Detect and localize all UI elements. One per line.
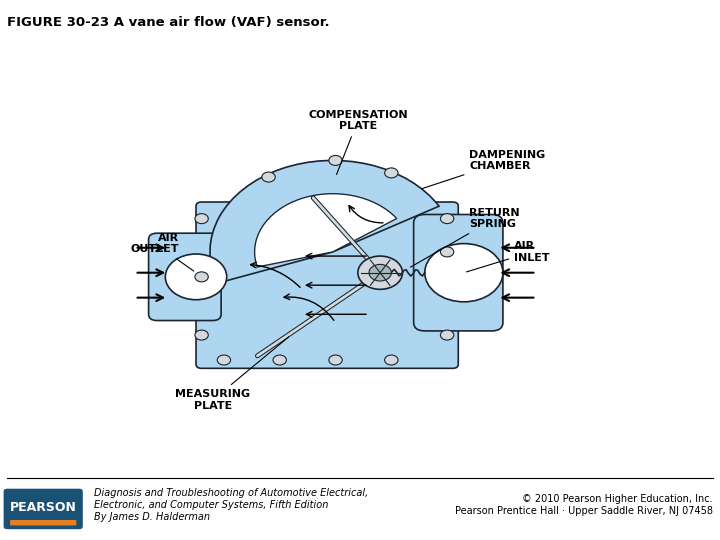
Text: DAMPENING
CHAMBER: DAMPENING CHAMBER — [422, 150, 546, 188]
Circle shape — [441, 247, 454, 257]
Text: AIR
OUTLET: AIR OUTLET — [131, 233, 194, 271]
FancyBboxPatch shape — [196, 202, 459, 368]
Text: FIGURE 30-23 A vane air flow (VAF) sensor.: FIGURE 30-23 A vane air flow (VAF) senso… — [7, 16, 330, 29]
Text: PEARSON: PEARSON — [10, 501, 76, 514]
Circle shape — [441, 214, 454, 224]
Circle shape — [262, 172, 275, 182]
Circle shape — [441, 330, 454, 340]
Text: AIR
INLET: AIR INLET — [467, 241, 549, 272]
Text: RETURN
SPRING: RETURN SPRING — [410, 208, 520, 267]
Circle shape — [369, 265, 392, 281]
FancyBboxPatch shape — [413, 214, 503, 331]
Circle shape — [195, 330, 208, 340]
Circle shape — [273, 355, 287, 365]
Text: © 2010 Pearson Higher Education, Inc.
Pearson Prentice Hall · Upper Saddle River: © 2010 Pearson Higher Education, Inc. Pe… — [455, 494, 713, 516]
FancyBboxPatch shape — [148, 233, 221, 321]
Circle shape — [195, 272, 208, 282]
Text: MEASURING
PLATE: MEASURING PLATE — [175, 337, 289, 411]
Circle shape — [384, 168, 398, 178]
Circle shape — [425, 244, 503, 302]
Text: COMPENSATION
PLATE: COMPENSATION PLATE — [308, 110, 408, 174]
Circle shape — [195, 214, 208, 224]
Wedge shape — [210, 160, 439, 283]
Wedge shape — [255, 194, 397, 267]
Circle shape — [329, 156, 342, 165]
Circle shape — [358, 256, 402, 289]
Circle shape — [329, 355, 342, 365]
Text: Diagnosis and Troubleshooting of Automotive Electrical,
Electronic, and Computer: Diagnosis and Troubleshooting of Automot… — [94, 488, 368, 522]
Circle shape — [217, 355, 230, 365]
Circle shape — [384, 355, 398, 365]
Circle shape — [166, 254, 227, 300]
